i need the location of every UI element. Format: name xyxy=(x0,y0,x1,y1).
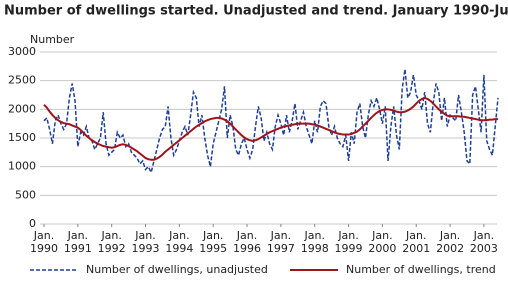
x-tick-label: Jan. 2002 xyxy=(436,229,465,255)
y-tick-label: 500 xyxy=(15,188,36,201)
x-tick-label: Jan. 1998 xyxy=(300,229,329,255)
legend-label: Number of dwellings, trend xyxy=(346,263,496,276)
y-tick-label: 3000 xyxy=(8,45,36,58)
x-tick-label: Jan. 1993 xyxy=(131,229,160,255)
x-tick-label: Jan. 1991 xyxy=(63,229,92,255)
legend-label: Number of dwellings, unadjusted xyxy=(86,263,268,276)
x-tick-label: Jan. 1999 xyxy=(334,229,363,255)
y-tick-label: 2500 xyxy=(8,74,36,87)
x-tick-label: Jan. 2000 xyxy=(368,229,397,255)
y-tick-label: 1000 xyxy=(8,160,36,173)
x-tick-label: Jan. 1990 xyxy=(30,229,58,255)
x-tick-label: Jan. 2003 xyxy=(469,229,498,255)
series-line xyxy=(43,69,499,175)
x-tick-label: Jan. 2001 xyxy=(402,229,431,255)
y-tick-label: 1500 xyxy=(8,131,36,144)
y-tick-label: 2000 xyxy=(8,102,36,115)
y-tick-label: 0 xyxy=(29,217,36,230)
chart-title: Number of dwellings started. Unadjusted … xyxy=(4,4,508,19)
x-tick-label: Jan. 1996 xyxy=(233,229,262,255)
x-tick-label: Jan. 1994 xyxy=(165,229,194,255)
x-tick-label: Jan. 1992 xyxy=(97,229,126,255)
series-line xyxy=(43,96,499,161)
y-axis-label: Number xyxy=(30,33,75,46)
x-tick-label: Jan. 1997 xyxy=(266,229,295,255)
x-tick-label: Jan. 1995 xyxy=(199,229,228,255)
